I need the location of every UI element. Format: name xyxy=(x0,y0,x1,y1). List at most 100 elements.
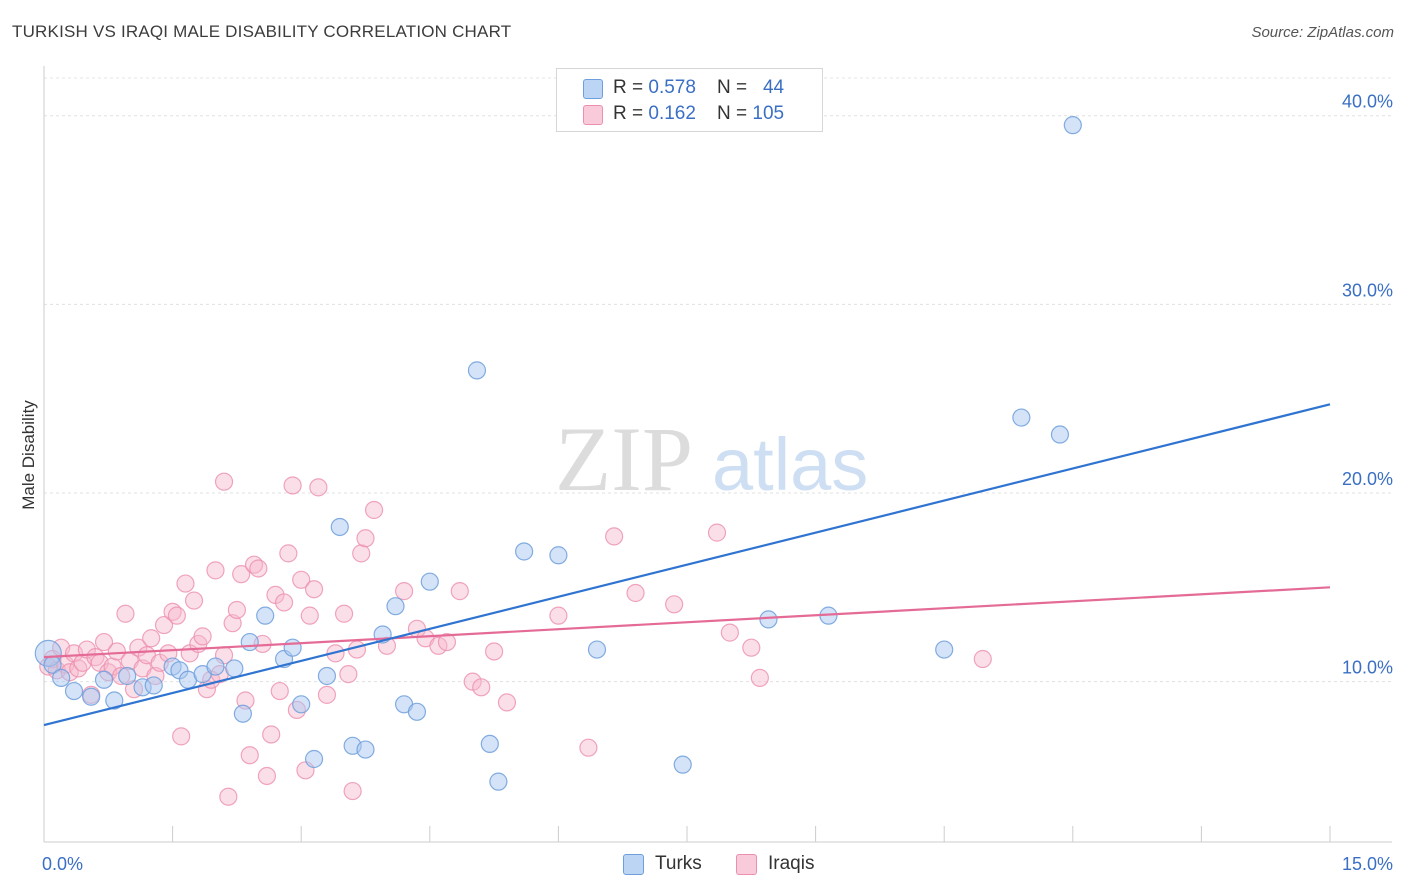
y-tick-label: 40.0% xyxy=(1342,92,1393,112)
turks-point xyxy=(480,734,499,754)
iraqis-point xyxy=(497,693,517,712)
x-tick-label: 0.0% xyxy=(42,854,83,874)
y-tick-label: 10.0% xyxy=(1342,658,1393,678)
turks-point xyxy=(225,659,244,678)
legend-r-value-iraqis: 0.162 xyxy=(648,103,696,124)
turks-point xyxy=(240,632,259,652)
turks-point xyxy=(144,676,163,695)
iraqis-point xyxy=(364,500,384,520)
legend-n-value-iraqis: 105 xyxy=(752,103,785,124)
iraqis-point xyxy=(257,766,277,786)
iraqis-point xyxy=(579,738,598,757)
iraqis-point xyxy=(249,559,268,578)
iraqis-point xyxy=(262,725,281,744)
turks-point xyxy=(673,755,692,774)
iraqis-point xyxy=(605,527,624,546)
iraqis-point xyxy=(167,606,186,625)
iraqis-point xyxy=(232,565,251,584)
turks-swatch xyxy=(623,854,644,875)
turks-point xyxy=(489,772,508,791)
legend-r-value-turks: 0.578 xyxy=(648,77,696,98)
zipatlas-watermark: ZIP atlas xyxy=(555,408,868,510)
iraqis-point xyxy=(184,591,204,610)
turks-point xyxy=(64,681,84,701)
iraqis-point xyxy=(176,574,195,593)
iraqis-points xyxy=(39,472,992,806)
y-axis-label: Male Disability xyxy=(19,400,38,510)
legend-n-label: N = xyxy=(717,103,753,124)
turks-point xyxy=(330,517,349,537)
correlation-legend: R = 0.578 N = 44 R = 0.162 N = 105 xyxy=(556,68,823,132)
y-tick-label: 30.0% xyxy=(1342,280,1393,300)
iraqis-point xyxy=(450,582,469,601)
turks-point xyxy=(317,666,337,686)
iraqis-point xyxy=(485,642,504,661)
turks-point xyxy=(420,572,439,591)
turks-point xyxy=(759,610,778,629)
turks-point xyxy=(515,542,534,561)
iraqis-point xyxy=(742,638,761,657)
x-tick-label: 15.0% xyxy=(1342,854,1393,874)
turks-point xyxy=(94,670,114,689)
iraqis-point xyxy=(707,523,727,542)
legend-r-label: R = xyxy=(613,103,649,124)
iraqis-point xyxy=(172,727,191,746)
iraqis-point xyxy=(240,746,259,765)
turks-point xyxy=(407,702,427,721)
iraqis-point xyxy=(154,615,174,635)
chart-title: TURKISH VS IRAQI MALE DISABILITY CORRELA… xyxy=(12,22,512,41)
source-credit: Source: ZipAtlas.com xyxy=(1251,24,1394,41)
iraqis-point xyxy=(626,583,645,603)
turks-point xyxy=(118,666,137,686)
turks-point xyxy=(82,687,101,706)
turks-point xyxy=(233,704,253,723)
iraqis-point xyxy=(227,600,246,620)
turks-point xyxy=(1050,425,1070,444)
iraqis-point xyxy=(750,668,769,687)
turks-point xyxy=(256,606,275,625)
axis-layer xyxy=(43,66,1392,843)
label-layer: 10.0% 20.0% 30.0% 40.0% 0.0% 15.0% Male Disabi… xyxy=(19,92,1393,874)
turks-trend-line xyxy=(43,403,1331,727)
turks-point xyxy=(356,740,375,759)
trend-layer xyxy=(43,403,1331,727)
legend-r-label: R = xyxy=(613,77,649,98)
iraqis-point xyxy=(665,595,684,614)
turks-point xyxy=(105,691,124,710)
turks-point xyxy=(206,657,225,676)
iraqis-point xyxy=(107,642,126,661)
iraqis-point xyxy=(973,649,992,669)
iraqis-point xyxy=(720,623,739,642)
iraqis-point xyxy=(292,570,311,589)
svg-text:ZIP: ZIP xyxy=(555,408,693,510)
iraqis-swatch xyxy=(736,854,757,875)
turks-point xyxy=(587,640,607,659)
legend-label-iraqis: Iraqis xyxy=(768,853,815,874)
iraqis-point xyxy=(549,606,568,625)
legend-n-value-turks: 44 xyxy=(762,77,785,98)
turks-point xyxy=(283,638,302,657)
iraqis-point xyxy=(219,787,238,806)
turks-point xyxy=(549,546,568,565)
iraqis-point xyxy=(300,606,319,625)
legend-label-turks: Turks xyxy=(655,853,702,874)
iraqis-trend-line xyxy=(43,586,1331,659)
series-legend: Turks Iraqis xyxy=(0,852,1406,878)
turks-points xyxy=(34,116,1082,791)
turks-swatch xyxy=(583,79,603,99)
iraqis-point xyxy=(94,632,114,652)
iraqis-swatch xyxy=(583,105,603,125)
iraqis-point xyxy=(283,476,302,495)
turks-point xyxy=(1012,408,1031,427)
iraqis-point xyxy=(339,665,358,684)
turks-point xyxy=(304,749,324,769)
iraqis-point xyxy=(270,681,289,701)
turks-point xyxy=(52,668,71,687)
iraqis-point xyxy=(394,582,414,601)
iraqis-point xyxy=(142,629,161,648)
grid-layer xyxy=(44,77,1392,683)
iraqis-point xyxy=(214,472,234,491)
iraqis-point xyxy=(437,632,457,652)
iraqis-point xyxy=(206,561,225,580)
iraqis-point xyxy=(279,544,298,563)
